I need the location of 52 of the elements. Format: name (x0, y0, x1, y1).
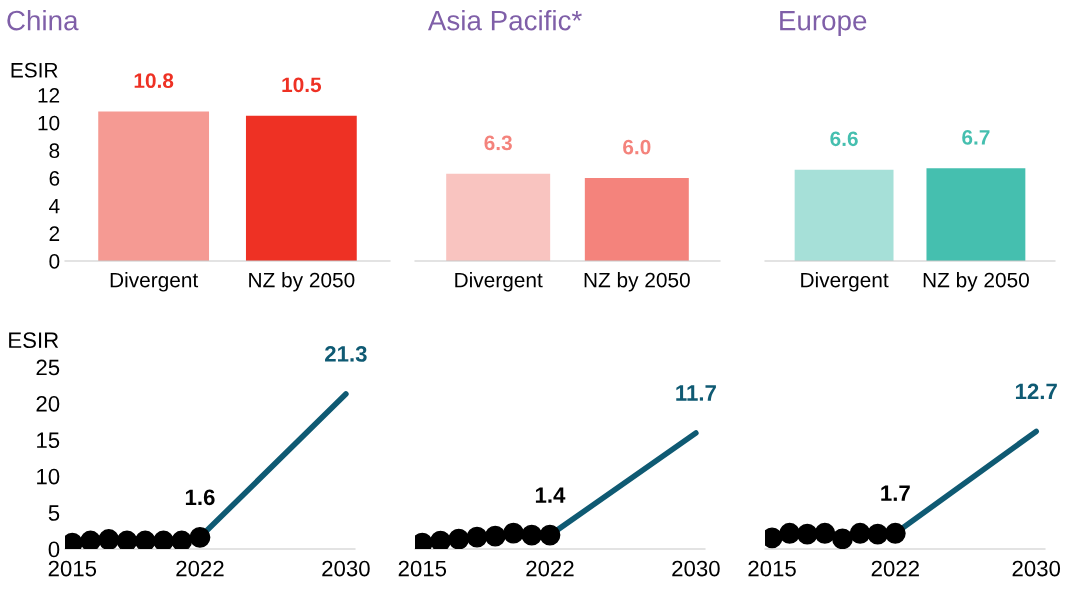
x-tick-label: Divergent (801, 272, 889, 292)
y-tick-label: 20 (36, 395, 60, 412)
x-tick-label: NZ by 2050 (249, 272, 355, 292)
y-tick-label: 15 (37, 432, 60, 449)
x-tick-label: 2015 (48, 560, 97, 577)
data-label: 11.7 (676, 385, 716, 401)
point (448, 528, 470, 549)
x-tick-label: 2015 (748, 560, 796, 577)
data-label: 6.0 (623, 139, 651, 155)
x-tick-label: 2022 (176, 560, 224, 577)
data-label: 6.6 (830, 131, 858, 147)
x-tick-label: 2030 (1012, 560, 1061, 577)
x-tick-label: 2022 (526, 560, 574, 577)
y-tick-label: 10 (37, 468, 60, 485)
data-label: 10.5 (282, 77, 322, 93)
data-label: 1.4 (535, 487, 566, 503)
chart-title: Europe (780, 11, 867, 36)
data-label: 6.7 (962, 130, 990, 145)
chart-title: China (7, 10, 79, 31)
y-tick-label: 4 (49, 198, 60, 214)
x-tick-label: 2015 (398, 560, 447, 577)
point (430, 530, 451, 549)
y-tick-label: 8 (49, 143, 60, 159)
y-tick-label: 5 (48, 505, 60, 521)
point (503, 522, 524, 544)
y-tick-label: 10 (38, 115, 60, 131)
x-tick-label: Divergent (455, 272, 543, 292)
chart-title: Asia Pacific* (427, 10, 582, 31)
data-label: 12.7 (1015, 383, 1057, 400)
data-label: 21.3 (325, 346, 367, 362)
y-tick-label: 25 (36, 359, 60, 376)
data-label: 10.8 (134, 73, 174, 89)
point (466, 526, 488, 548)
data-label: 1.6 (185, 489, 215, 506)
y-axis-title: ESIR (11, 62, 58, 78)
y-tick-label: 2 (49, 226, 60, 241)
y-tick-label: 6 (49, 171, 60, 186)
y-axis-title: ESIR (9, 332, 59, 349)
y-tick-label: 0 (49, 254, 60, 269)
data-label: 1.7 (881, 485, 910, 501)
y-tick-label: 0 (48, 541, 60, 558)
data-label: 6.3 (484, 135, 512, 151)
x-tick-label: 2022 (871, 560, 919, 577)
x-tick-label: 2030 (322, 560, 370, 577)
x-tick-label: NZ by 2050 (923, 272, 1029, 292)
point (539, 524, 561, 546)
y-tick-label: 12 (38, 88, 60, 103)
x-tick-label: NZ by 2050 (584, 272, 690, 292)
x-tick-label: 2030 (672, 560, 720, 577)
x-tick-label: Divergent (110, 272, 199, 292)
point (484, 525, 506, 547)
point (521, 524, 543, 546)
